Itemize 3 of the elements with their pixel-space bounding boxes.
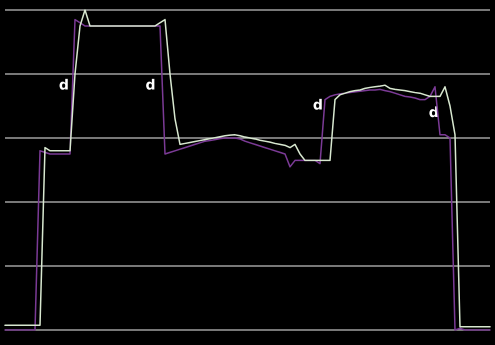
- annotation: d: [58, 78, 69, 94]
- annotation: d: [312, 98, 323, 114]
- annotation: d: [146, 78, 156, 94]
